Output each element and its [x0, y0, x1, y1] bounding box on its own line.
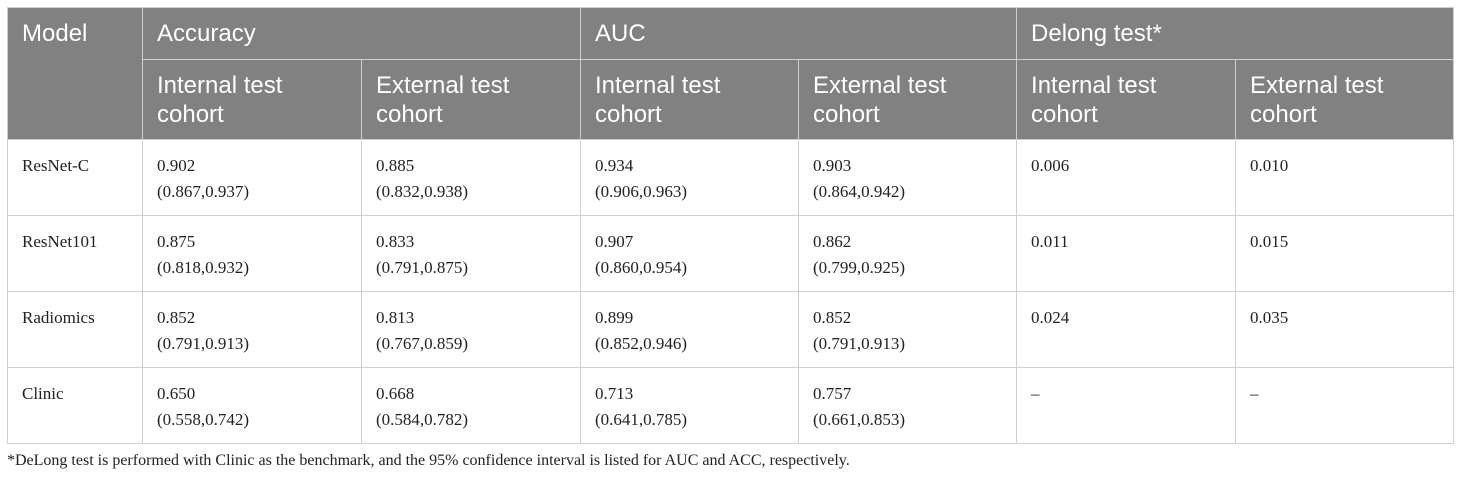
table-row: Radiomics 0.852 (0.791,0.913) 0.813 (0.767,0…: [7, 291, 1455, 368]
header-group-accuracy: Accuracy: [141, 7, 582, 60]
metric-cell: 0.650 (0.558,0.742): [142, 367, 362, 444]
model-name-cell: Clinic: [7, 367, 143, 444]
header-sub-delong-external: External test cohort: [1235, 59, 1455, 140]
confidence-interval: (0.661,0.853): [813, 410, 906, 429]
metric-value: 0.650: [157, 384, 196, 403]
header-row-cohorts: Internal test cohort External test cohor…: [8, 59, 1455, 140]
header-model: Model: [7, 7, 143, 140]
metric-cell: 0.713 (0.641,0.785): [580, 367, 800, 444]
model-name-cell: ResNet-C: [7, 139, 143, 216]
metric-value: 0.024: [1031, 308, 1070, 327]
metric-value: 0.907: [595, 232, 634, 251]
header-sub-auc-external: External test cohort: [798, 59, 1018, 140]
metric-value: 0.833: [376, 232, 415, 251]
header-sub-auc-internal: Internal test cohort: [580, 59, 800, 140]
confidence-interval: (0.799,0.925): [813, 258, 906, 277]
metric-cell: 0.852 (0.791,0.913): [142, 291, 362, 368]
metric-value: 0.885: [376, 156, 415, 175]
header-sub-accuracy-internal: Internal test cohort: [142, 59, 362, 140]
metric-cell: 0.035: [1235, 291, 1455, 368]
model-name-cell: Radiomics: [7, 291, 143, 368]
metric-value: 0.875: [157, 232, 196, 251]
metric-value: 0.011: [1031, 232, 1069, 251]
metric-value: 0.006: [1031, 156, 1070, 175]
header-group-auc: AUC: [580, 7, 1018, 60]
metric-cell: 0.010: [1235, 139, 1455, 216]
metric-value: 0.035: [1250, 308, 1289, 327]
confidence-interval: (0.791,0.875): [376, 258, 469, 277]
table-row: Clinic 0.650 (0.558,0.742) 0.668 (0.584,0.78…: [7, 367, 1455, 444]
table-footnote: *DeLong test is performed with Clinic as…: [7, 452, 850, 469]
metric-cell: 0.011: [1016, 215, 1237, 292]
confidence-interval: (0.864,0.942): [813, 182, 906, 201]
metric-value: 0.668: [376, 384, 415, 403]
confidence-interval: (0.860,0.954): [595, 258, 688, 277]
confidence-interval: (0.818,0.932): [157, 258, 250, 277]
metric-value: 0.902: [157, 156, 196, 175]
metric-cell: 0.852 (0.791,0.913): [798, 291, 1018, 368]
confidence-interval: (0.791,0.913): [157, 334, 250, 353]
metric-value: 0.713: [595, 384, 634, 403]
metric-cell: 0.885 (0.832,0.938): [360, 139, 582, 216]
confidence-interval: (0.832,0.938): [376, 182, 469, 201]
metric-cell: 0.907 (0.860,0.954): [580, 215, 800, 292]
metric-cell: 0.813 (0.767,0.859): [360, 291, 582, 368]
metric-value: 0.852: [813, 308, 852, 327]
confidence-interval: (0.558,0.742): [157, 410, 250, 429]
table-row: ResNet101 0.875 (0.818,0.932) 0.833 (0.791,0…: [7, 215, 1455, 292]
metric-value: 0.899: [595, 308, 634, 327]
header-sub-accuracy-external: External test cohort: [360, 59, 582, 140]
metric-cell: 0.006: [1016, 139, 1237, 216]
metric-cell: 0.015: [1235, 215, 1455, 292]
confidence-interval: (0.767,0.859): [376, 334, 469, 353]
metric-cell: 0.899 (0.852,0.946): [580, 291, 800, 368]
header-group-delong: Delong test*: [1016, 7, 1455, 60]
metric-cell: 0.875 (0.818,0.932): [142, 215, 362, 292]
metric-cell: 0.833 (0.791,0.875): [360, 215, 582, 292]
confidence-interval: (0.791,0.913): [813, 334, 906, 353]
table-body: ResNet-C 0.902 (0.867,0.937) 0.885 (0.832,0.…: [7, 139, 1455, 444]
metric-cell: –: [1235, 367, 1455, 444]
metric-value: 0.862: [813, 232, 852, 251]
metric-value: –: [1031, 384, 1040, 403]
metric-value: 0.757: [813, 384, 852, 403]
metric-value: 0.934: [595, 156, 634, 175]
table-row: ResNet-C 0.902 (0.867,0.937) 0.885 (0.832,0.…: [7, 139, 1455, 216]
results-table: Model Accuracy AUC Delong test* Internal…: [7, 7, 1455, 444]
confidence-interval: (0.641,0.785): [595, 410, 688, 429]
metric-cell: 0.668 (0.584,0.782): [360, 367, 582, 444]
header-row-groups: Model Accuracy AUC Delong test*: [7, 7, 1455, 140]
model-name-cell: ResNet101: [7, 215, 143, 292]
metric-value: 0.903: [813, 156, 852, 175]
metric-cell: –: [1016, 367, 1237, 444]
metric-value: 0.813: [376, 308, 415, 327]
confidence-interval: (0.906,0.963): [595, 182, 688, 201]
header-sub-delong-internal: Internal test cohort: [1016, 59, 1237, 140]
metric-cell: 0.024: [1016, 291, 1237, 368]
metric-cell: 0.903 (0.864,0.942): [798, 139, 1018, 216]
metric-cell: 0.862 (0.799,0.925): [798, 215, 1018, 292]
metric-cell: 0.757 (0.661,0.853): [798, 367, 1018, 444]
results-table-container: Model Accuracy AUC Delong test* Internal…: [7, 7, 1455, 444]
metric-value: 0.015: [1250, 232, 1289, 251]
confidence-interval: (0.584,0.782): [376, 410, 469, 429]
confidence-interval: (0.852,0.946): [595, 334, 688, 353]
metric-value: –: [1250, 384, 1259, 403]
confidence-interval: (0.867,0.937): [157, 182, 250, 201]
metric-cell: 0.934 (0.906,0.963): [580, 139, 800, 216]
metric-cell: 0.902 (0.867,0.937): [142, 139, 362, 216]
metric-value: 0.010: [1250, 156, 1289, 175]
metric-value: 0.852: [157, 308, 196, 327]
table-header: Model Accuracy AUC Delong test* Internal…: [7, 7, 1455, 140]
